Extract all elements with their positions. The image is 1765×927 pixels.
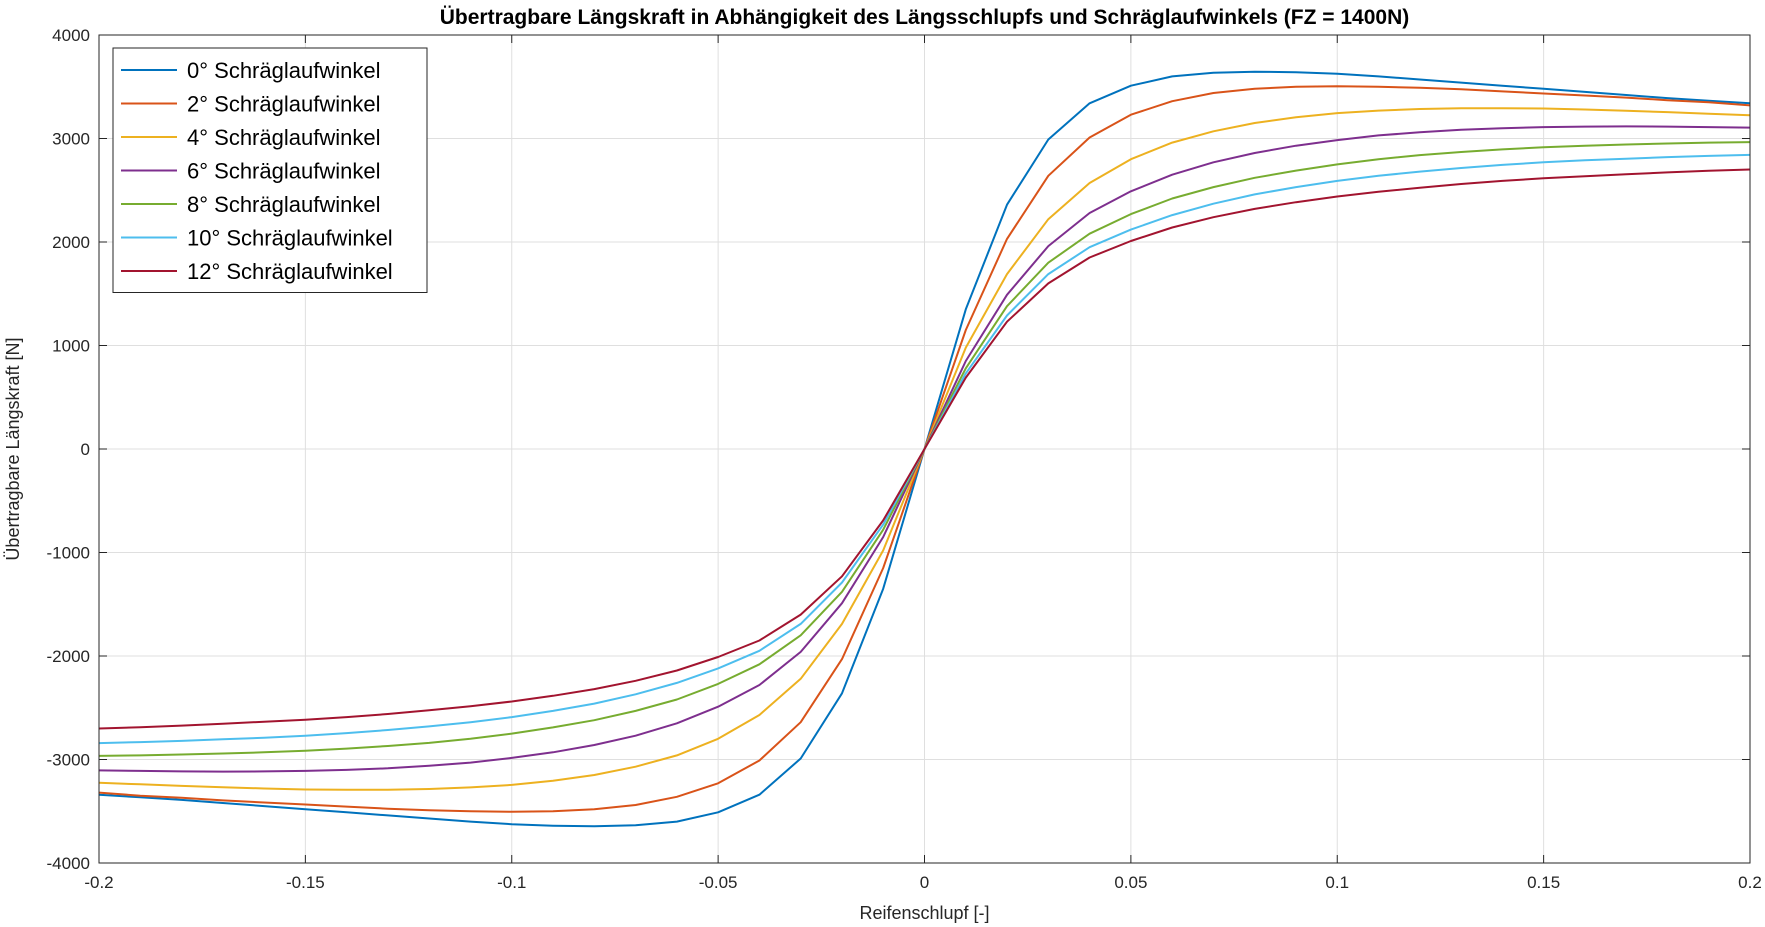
y-tick-label: 3000: [52, 130, 90, 149]
series-line-6: [98, 168, 1751, 730]
y-tick-label: -3000: [47, 751, 90, 770]
x-tick-label: 0: [920, 873, 929, 892]
legend-label-4: 8° Schräglaufwinkel: [187, 192, 380, 217]
y-tick-label: -1000: [47, 544, 90, 563]
legend-label-1: 2° Schräglaufwinkel: [187, 92, 380, 117]
y-tick-label: -4000: [47, 854, 90, 873]
x-axis-label: Reifenschlupf [-]: [859, 903, 989, 923]
x-tick-label: 0.05: [1114, 873, 1147, 892]
plot-lines: [98, 70, 1751, 828]
y-tick-label: 1000: [52, 337, 90, 356]
chart-title: Übertragbare Längskraft in Abhängigkeit …: [440, 6, 1410, 29]
x-tick-label: -0.05: [699, 873, 738, 892]
x-tick-label: 0.15: [1527, 873, 1560, 892]
legend-label-2: 4° Schräglaufwinkel: [187, 125, 380, 150]
y-tick-label: 4000: [52, 26, 90, 45]
x-tick-label: -0.15: [286, 873, 325, 892]
x-tick-label: -0.1: [497, 873, 526, 892]
legend-label-0: 0° Schräglaufwinkel: [187, 58, 380, 83]
legend-label-5: 10° Schräglaufwinkel: [187, 226, 393, 251]
x-tick-label: 0.1: [1325, 873, 1349, 892]
tick-labels: -0.2 -0.15 -0.1 -0.05 0 0.05 0.1 0.15 0.2 -4000 -3…: [47, 26, 1762, 892]
legend-label-3: 6° Schräglaufwinkel: [187, 159, 380, 184]
y-tick-label: 0: [81, 440, 90, 459]
ticks: [98, 34, 1751, 864]
legend-label-6: 12° Schräglaufwinkel: [187, 259, 393, 284]
x-tick-label: 0.2: [1738, 873, 1762, 892]
y-tick-label: 2000: [52, 233, 90, 252]
legend: 0° Schräglaufwinkel 2° Schräglaufwinkel 4°…: [112, 47, 428, 293]
x-tick-label: -0.2: [84, 873, 113, 892]
y-axis-label: Übertragbare Längskraft [N]: [3, 337, 23, 560]
y-tick-label: -2000: [47, 647, 90, 666]
